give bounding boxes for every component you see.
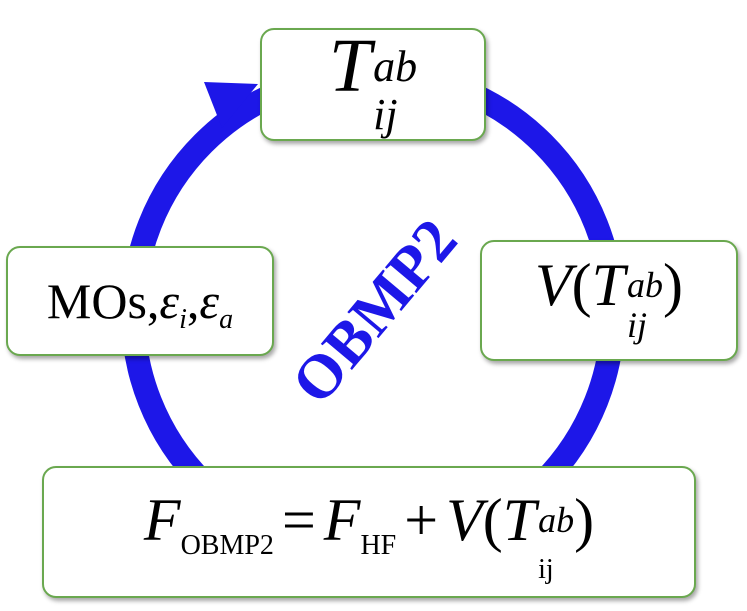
eps-symbol-i: ε	[159, 273, 180, 329]
v-t-symbol: T	[591, 251, 626, 318]
node-mos-orbital-energies: MOs, ε i , ε a	[6, 246, 274, 356]
v-function: V	[535, 251, 572, 318]
f-lhs-subscript: OBMP2	[180, 530, 274, 561]
eps-symbol-a: ε	[199, 273, 220, 329]
f-t-superscript: ab	[538, 500, 575, 540]
node-fock-equation: F OBMP2 = F HF + V ( T ab ij )	[42, 466, 696, 598]
node-t-amplitude: T ab ij	[260, 24, 486, 141]
v-t-subscript: ij	[627, 304, 648, 345]
f-hf-symbol: F	[323, 487, 361, 553]
f-t-symbol: T	[502, 487, 537, 553]
equals-sign: =	[281, 487, 316, 553]
t-subscript: ij	[373, 89, 398, 139]
mos-text: MOs,	[46, 273, 160, 329]
cycle-arrowhead	[204, 82, 258, 128]
plus-sign: +	[404, 487, 439, 553]
f-lhs-symbol: F	[143, 487, 181, 553]
mos-separator: ,	[186, 273, 200, 329]
eps-subscript-a: a	[219, 304, 234, 335]
t-superscript: ab	[373, 41, 418, 91]
f-t-subscript: ij	[538, 554, 554, 585]
v-t-superscript: ab	[627, 264, 664, 305]
f-open-paren: (	[482, 487, 503, 553]
f-hf-subscript: HF	[360, 530, 397, 561]
f-v-function: V	[446, 487, 483, 553]
v-close-paren: )	[663, 251, 683, 318]
v-open-paren: (	[571, 251, 592, 318]
node-v-potential: V ( T ab ij )	[480, 240, 738, 361]
f-close-paren: )	[574, 487, 595, 553]
eps-subscript-i: i	[179, 304, 187, 335]
t-symbol: T	[328, 23, 372, 108]
